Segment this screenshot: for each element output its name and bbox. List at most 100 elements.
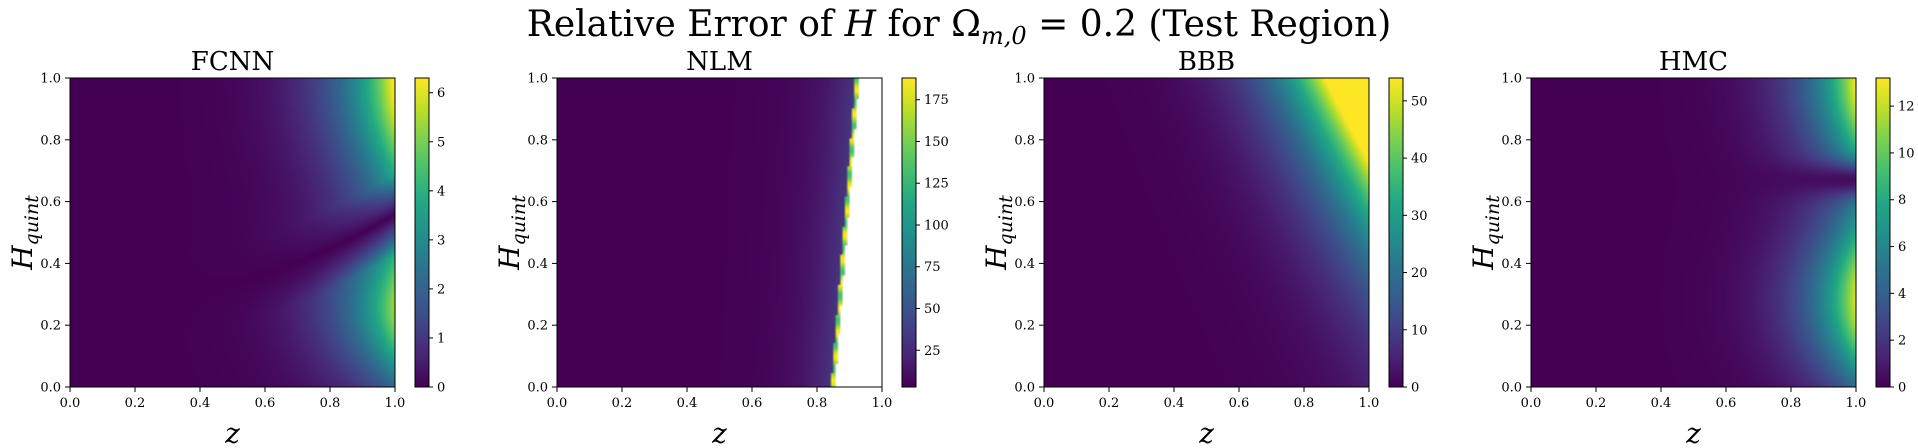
x-tick-label: 0.0 (1034, 396, 1055, 411)
y-tick-label: 0.2 (527, 319, 548, 334)
y-tick-label: 0.8 (1014, 133, 1035, 148)
colorbar-tick-label: 25 (924, 344, 941, 359)
panel-nlm: NLM 0.0 0.2 0.4 0.6 0.8 1.0 0.0 0.2 0.4 0.6 0.8 1.0 z… (493, 47, 949, 448)
x-tick-label: 1.0 (1359, 396, 1380, 411)
x-tick-label: 0.6 (255, 396, 276, 411)
y-tick-label: 1.0 (1501, 72, 1522, 87)
y-tick-label: 0.0 (1014, 381, 1035, 396)
y-axis-label: Hquint (6, 195, 43, 271)
y-tick-label: 0.8 (527, 133, 548, 148)
x-tick-label: 0.4 (1164, 396, 1185, 411)
colorbar-tick-label: 175 (924, 93, 949, 108)
colorbar-tick-label: 5 (437, 135, 445, 150)
colorbar-tick-label: 100 (924, 218, 949, 233)
x-axis-label: z (1685, 417, 1701, 448)
x-tick-label: 0.4 (677, 396, 698, 411)
heatmap-image (557, 78, 882, 387)
colorbar-tick-label: 1 (437, 331, 445, 346)
colorbar-tick-label: 6 (437, 86, 445, 101)
heatmap-panels: FCNN 0.0 0.2 0.4 0.6 0.8 1.0 0.0 0.2 0.4 0.6 0.8 1.0… (6, 47, 1915, 448)
x-tick-label: 0.8 (1294, 396, 1315, 411)
colorbar-tick-label: 4 (437, 184, 445, 199)
plot-frame (1043, 77, 1370, 388)
plot-frame (69, 77, 396, 388)
x-tick-label: 0.8 (320, 396, 341, 411)
panel-bbb: BBB 0.0 0.2 0.4 0.6 0.8 1.0 0.0 0.2 0.4 0.6 0.8 1.0 z… (980, 47, 1428, 448)
y-axis-label: Hquint (493, 195, 530, 271)
colorbar (1388, 77, 1404, 388)
y-tick-label: 0.2 (1014, 319, 1035, 334)
colorbar-tick-label: 10 (1898, 146, 1915, 161)
plot-frame (556, 77, 883, 388)
colorbar-tick-label: 8 (1898, 193, 1906, 208)
colorbar-tick-label: 2 (1898, 334, 1906, 349)
colorbar (1875, 77, 1891, 388)
colorbar-tick-label: 50 (1411, 94, 1428, 109)
panel-fcnn: FCNN 0.0 0.2 0.4 0.6 0.8 1.0 0.0 0.2 0.4 0.6 0.8 1.0… (6, 47, 445, 448)
heatmap-image (1044, 78, 1369, 387)
y-tick-label: 0.6 (1501, 195, 1522, 210)
x-axis-label: z (224, 417, 240, 448)
colorbar-tick-label: 50 (924, 302, 941, 317)
colorbar-tick-label: 10 (1411, 323, 1428, 338)
colorbar-tick-label: 40 (1411, 152, 1428, 167)
y-tick-label: 0.4 (40, 257, 61, 272)
colorbar-tick-label: 75 (924, 260, 941, 275)
y-tick-label: 0.2 (1501, 319, 1522, 334)
x-tick-label: 0.2 (612, 396, 633, 411)
x-tick-label: 0.6 (1229, 396, 1250, 411)
y-tick-label: 1.0 (1014, 72, 1035, 87)
y-tick-label: 0.0 (1501, 381, 1522, 396)
panel-title: FCNN (191, 47, 274, 77)
y-tick-label: 0.4 (1501, 257, 1522, 272)
y-axis-label: Hquint (1467, 195, 1504, 271)
y-tick-label: 0.4 (1014, 257, 1035, 272)
x-tick-label: 0.2 (125, 396, 146, 411)
colorbar-tick-label: 3 (437, 233, 445, 248)
colorbar-tick-label: 30 (1411, 209, 1428, 224)
x-tick-label: 0.8 (1781, 396, 1802, 411)
x-tick-label: 0.6 (1716, 396, 1737, 411)
x-tick-label: 1.0 (1846, 396, 1867, 411)
y-tick-label: 0.6 (527, 195, 548, 210)
x-tick-label: 1.0 (385, 396, 406, 411)
colorbar-tick-label: 0 (437, 381, 445, 396)
colorbar-tick-label: 12 (1898, 100, 1915, 115)
y-tick-label: 0.6 (1014, 195, 1035, 210)
colorbar-tick-label: 2 (437, 282, 445, 297)
x-axis-label: z (1198, 417, 1214, 448)
figure-suptitle: Relative Error of H for Ωm,0 = 0.2 (Test… (527, 4, 1392, 50)
y-tick-label: 1.0 (527, 72, 548, 87)
colorbar (901, 77, 917, 388)
x-tick-label: 0.8 (807, 396, 828, 411)
x-tick-label: 0.0 (1521, 396, 1542, 411)
x-tick-label: 0.0 (547, 396, 568, 411)
heatmap-image (1531, 78, 1856, 387)
x-tick-label: 0.4 (190, 396, 211, 411)
y-tick-label: 0.0 (40, 381, 61, 396)
y-tick-label: 0.4 (527, 257, 548, 272)
x-tick-label: 0.2 (1099, 396, 1120, 411)
y-tick-label: 0.6 (40, 195, 61, 210)
y-tick-label: 0.2 (40, 319, 61, 334)
x-tick-label: 1.0 (872, 396, 893, 411)
y-axis-label: Hquint (980, 195, 1017, 271)
x-tick-label: 0.4 (1651, 396, 1672, 411)
colorbar-tick-label: 0 (1411, 381, 1419, 396)
plot-frame (1530, 77, 1857, 388)
heatmap-image (70, 78, 395, 387)
y-tick-label: 1.0 (40, 72, 61, 87)
x-tick-label: 0.6 (742, 396, 763, 411)
colorbar-tick-label: 125 (924, 177, 949, 192)
panel-title: BBB (1178, 47, 1235, 77)
panel-title: HMC (1659, 47, 1728, 77)
panel-hmc: HMC 0.0 0.2 0.4 0.6 0.8 1.0 0.0 0.2 0.4 0.6 0.8 1.0 z… (1467, 47, 1915, 448)
colorbar-tick-label: 150 (924, 135, 949, 150)
colorbar (414, 77, 430, 388)
x-tick-label: 0.0 (60, 396, 81, 411)
y-tick-label: 0.0 (527, 381, 548, 396)
y-tick-label: 0.8 (40, 133, 61, 148)
y-tick-label: 0.8 (1501, 133, 1522, 148)
panel-title: NLM (686, 47, 753, 77)
